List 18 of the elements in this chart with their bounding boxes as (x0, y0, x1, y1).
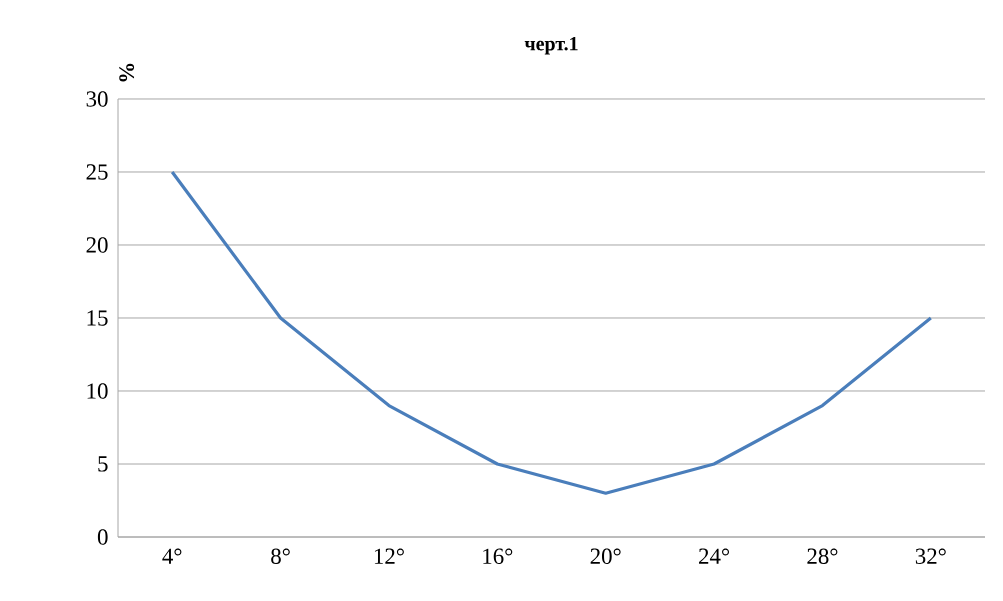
x-tick-label: 32° (915, 548, 946, 564)
y-tick-label: 20 (86, 237, 108, 253)
x-tick-label: 24° (699, 548, 729, 564)
x-tick-label: 4° (162, 548, 182, 564)
x-tick-label: 12° (374, 548, 404, 564)
line-series (170, 170, 933, 495)
x-tick-label: 28° (807, 548, 838, 564)
chart-title: черт.1 (524, 37, 578, 55)
y-tick-label: 25 (86, 164, 108, 180)
x-tick-label: 16° (483, 548, 513, 564)
y-axis-title: % (119, 63, 135, 82)
x-tick-label: 20° (590, 548, 621, 564)
y-tick-label: 30 (86, 91, 108, 107)
y-tick-label: 0 (97, 529, 108, 545)
y-tick-label: 15 (87, 310, 108, 326)
y-tick-label: 5 (98, 456, 108, 472)
y-tick-label: 10 (87, 383, 108, 399)
x-tick-label: 8° (271, 548, 290, 564)
